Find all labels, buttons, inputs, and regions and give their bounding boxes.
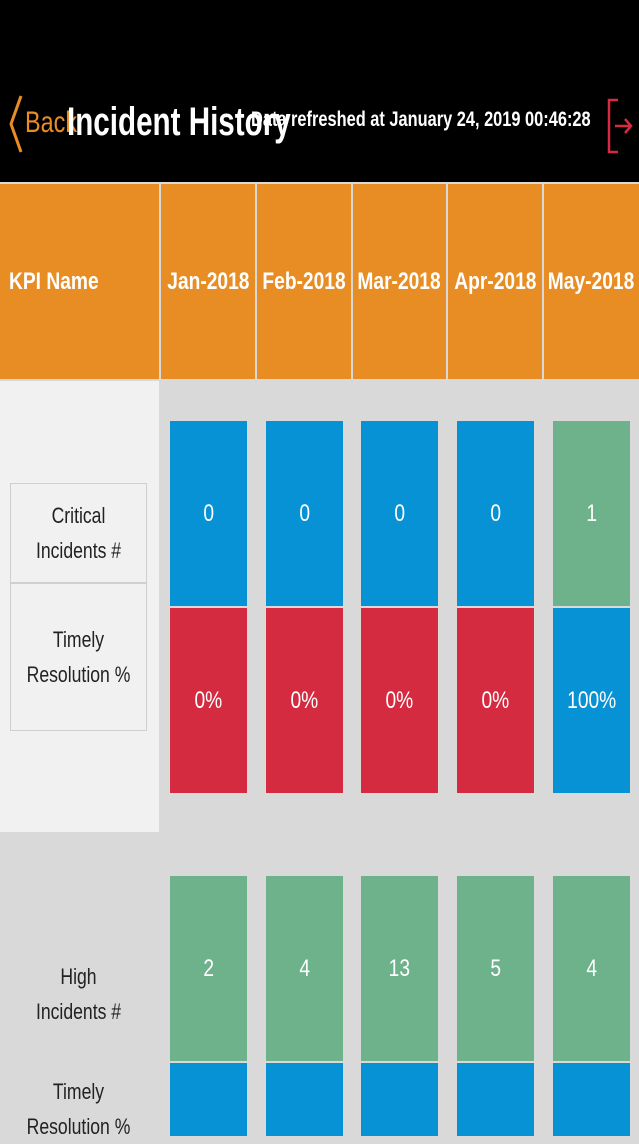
kpi-value-cell[interactable] (553, 1063, 630, 1136)
kpi-value-cell[interactable]: 1 (553, 421, 630, 606)
month-header: Feb-2018 (257, 184, 351, 379)
kpi-value-cell[interactable]: 0 (170, 421, 247, 606)
back-button[interactable]: Back (25, 106, 78, 139)
kpi-value-cell[interactable] (457, 1063, 534, 1136)
kpi-value-cell[interactable]: 0 (361, 421, 438, 606)
kpi-name-header: KPI Name (0, 184, 159, 379)
month-header: Jan-2018 (161, 184, 255, 379)
kpi-value-cell[interactable]: 13 (361, 876, 438, 1061)
chevron-left-icon[interactable] (8, 94, 24, 154)
month-header: May-2018 (544, 184, 639, 379)
kpi-label: Timely Resolution % (10, 583, 147, 731)
kpi-value-cell[interactable]: 5 (457, 876, 534, 1061)
kpi-value-cell[interactable]: 100% (553, 608, 630, 793)
kpi-label: High Incidents # (35, 963, 122, 1024)
kpi-value-cell[interactable]: 0 (457, 421, 534, 606)
month-header: Mar-2018 (353, 184, 446, 379)
kpi-label: Critical Incidents # (10, 483, 147, 583)
logout-icon[interactable] (606, 96, 634, 156)
kpi-value-cell[interactable] (361, 1063, 438, 1136)
kpi-value-cell[interactable]: 4 (266, 876, 343, 1061)
kpi-value-cell[interactable]: 0% (457, 608, 534, 793)
kpi-group-critical: Critical Incidents # Timely Resolution % (0, 381, 159, 832)
kpi-value-cell[interactable]: 4 (553, 876, 630, 1061)
month-header: Apr-2018 (448, 184, 542, 379)
kpi-value-cell[interactable] (170, 1063, 247, 1136)
top-bar: Back Incident History Data refreshed at … (0, 0, 639, 182)
page-title: Incident History (67, 100, 291, 144)
kpi-value-cell[interactable]: 0% (170, 608, 247, 793)
kpi-value-cell[interactable] (266, 1063, 343, 1136)
refresh-timestamp: Data refreshed at January 24, 2019 00:46… (251, 108, 591, 131)
kpi-label: Timely Resolution % (26, 1079, 131, 1140)
kpi-value-cell[interactable]: 0 (266, 421, 343, 606)
kpi-value-cell[interactable]: 0% (266, 608, 343, 793)
table-header-row: KPI Name Jan-2018 Feb-2018 Mar-2018 Apr-… (0, 184, 639, 379)
kpi-value-cell[interactable]: 2 (170, 876, 247, 1061)
kpi-value-cell[interactable]: 0% (361, 608, 438, 793)
